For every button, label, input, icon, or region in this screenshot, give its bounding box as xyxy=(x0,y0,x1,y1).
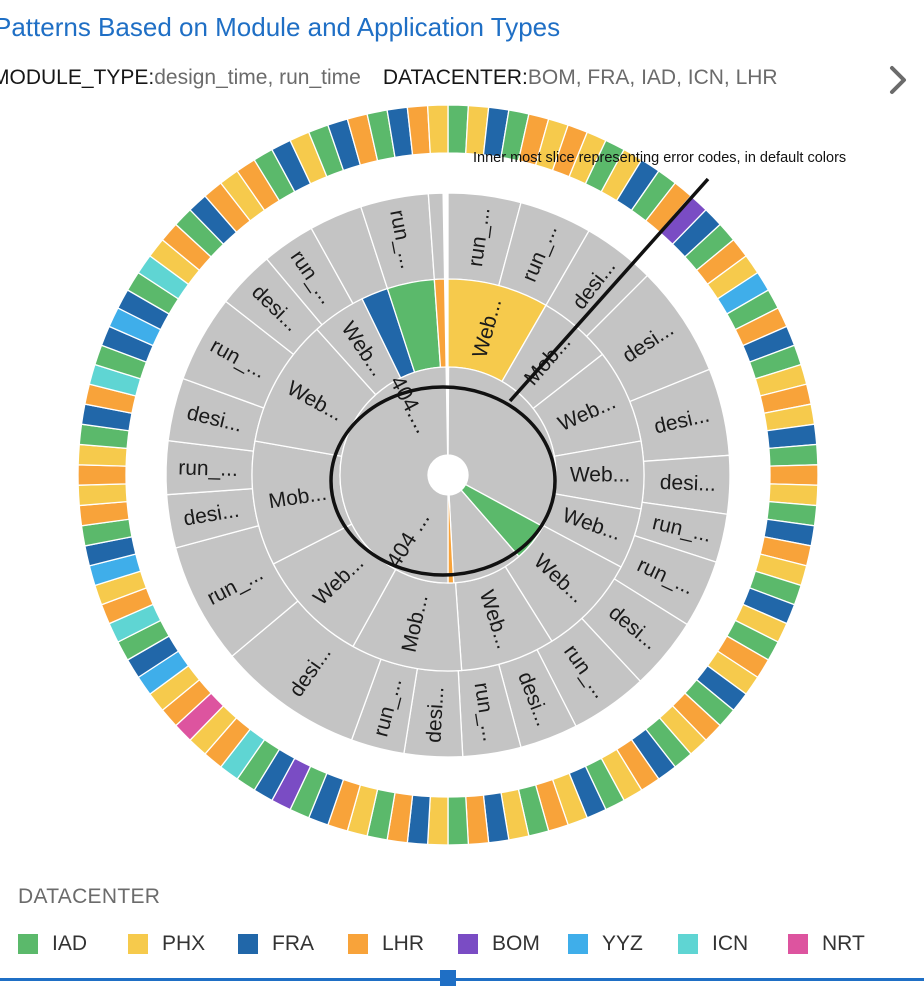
sunburst-chart[interactable]: run_... run_... desi...desi...desi...desi.… xyxy=(0,0,924,880)
legend-label: BOM xyxy=(492,932,540,955)
outer-slice-iad[interactable] xyxy=(768,443,819,467)
outer-ring-datacenter xyxy=(77,104,819,846)
legend-label: YYZ xyxy=(602,932,643,955)
legend-swatch xyxy=(238,934,258,954)
scroll-slider-track[interactable] xyxy=(0,978,924,981)
page-title: Patterns Based on Module and Application… xyxy=(0,12,561,42)
annotation-text: Inner most slice representing error code… xyxy=(473,150,846,166)
legend-label: IAD xyxy=(52,932,88,955)
legend-item-icn[interactable]: ICN xyxy=(678,930,748,958)
legend-item-phx[interactable]: PHX xyxy=(128,930,205,958)
legend-item-nrt[interactable]: NRT xyxy=(788,930,865,958)
filter-module-type-value[interactable]: design_time, run_time xyxy=(154,66,361,89)
legend-label: NRT xyxy=(822,932,865,955)
legend-label: ICN xyxy=(712,932,749,955)
outer-slice-phx[interactable] xyxy=(426,104,449,155)
legend-item-yyz[interactable]: YYZ xyxy=(568,930,643,958)
legend-item-fra[interactable]: FRA xyxy=(238,930,314,958)
outer-slice-phx[interactable] xyxy=(426,795,449,846)
annotation-pointer-line xyxy=(508,177,710,403)
legend-label: PHX xyxy=(162,932,206,955)
legend-swatch xyxy=(128,934,148,954)
legend-swatch xyxy=(458,934,478,954)
legend: IAD PHX FRA LHR BOM YYZ ICN NRT xyxy=(18,930,918,958)
segment-label: run_... xyxy=(178,456,238,481)
outer-slice-lhr[interactable] xyxy=(77,464,127,486)
legend-swatch xyxy=(788,934,808,954)
legend-swatch xyxy=(18,934,38,954)
legend-swatch xyxy=(348,934,368,954)
legend-swatch xyxy=(678,934,698,954)
legend-item-iad[interactable]: IAD xyxy=(18,930,87,958)
filter-datacenter-key[interactable]: DATACENTER: xyxy=(382,66,528,89)
segment-label: Web... xyxy=(570,464,630,487)
outer-slice-phx[interactable] xyxy=(77,483,128,507)
outer-slice-lhr[interactable] xyxy=(769,464,819,486)
segment-label: desi... xyxy=(422,686,448,743)
outer-slice-iad[interactable] xyxy=(447,795,470,846)
ring-module-type xyxy=(165,192,731,758)
legend-item-bom[interactable]: BOM xyxy=(458,930,540,958)
outer-slice-iad[interactable] xyxy=(447,104,470,155)
legend-label: FRA xyxy=(272,932,314,955)
legend-swatch xyxy=(568,934,588,954)
filter-datacenter-value[interactable]: BOM, FRA, IAD, ICN, LHR xyxy=(527,66,778,89)
legend-label: LHR xyxy=(382,932,425,955)
legend-item-lhr[interactable]: LHR xyxy=(348,930,424,958)
chevron-right-icon[interactable] xyxy=(884,62,914,98)
annotation-ellipse xyxy=(329,385,557,577)
segment-label: desi... xyxy=(659,471,716,496)
scroll-slider-thumb[interactable] xyxy=(440,970,456,986)
filter-module-type-key[interactable]: MODULE_TYPE: xyxy=(0,66,155,89)
center-hole xyxy=(428,455,468,495)
filter-bar: MODULE_TYPE:design_time, run_time DATACEN… xyxy=(0,66,872,98)
legend-title: DATACENTER xyxy=(18,885,161,908)
